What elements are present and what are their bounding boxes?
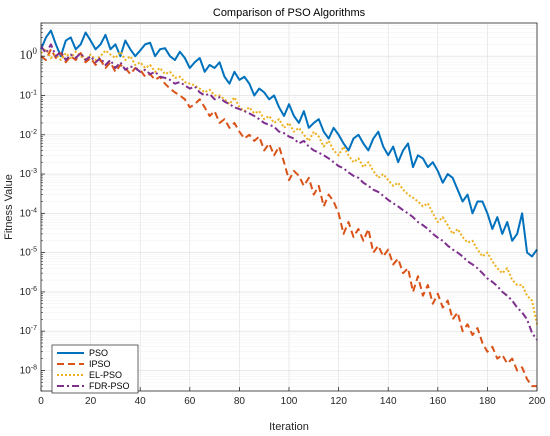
series-line-el-pso — [40, 48, 538, 325]
x-tick-label: 0 — [38, 396, 44, 407]
chart-title: Comparison of PSO Algorithms — [213, 7, 366, 19]
series-line-fdr-pso — [40, 43, 538, 341]
y-axis-ticks: 100 10-1 10-2 10-3 10-4 10-5 10-6 10-7 10-8 — [20, 22, 45, 392]
legend-label: IPSO — [89, 359, 111, 369]
y-tick-label: 100 — [20, 46, 38, 62]
legend-label: FDR-PSO — [89, 381, 130, 391]
y-tick-label: 10-2 — [20, 129, 37, 141]
y-tick-label: 10-6 — [20, 286, 37, 298]
x-axis-ticks: 0 20 40 60 80 100 120 140 160 180 200 — [38, 387, 546, 407]
series-line-ipso — [40, 48, 537, 388]
grid-lines — [40, 22, 538, 392]
series-lines — [40, 29, 538, 388]
y-tick-label: 10-3 — [20, 168, 37, 180]
x-tick-label: 160 — [429, 396, 446, 407]
y-axis-label: Fitness Value — [3, 174, 15, 240]
legend-label: EL-PSO — [89, 370, 122, 380]
y-tick-label: 10-4 — [20, 207, 37, 219]
series-line-pso — [40, 29, 538, 258]
x-tick-label: 200 — [529, 396, 546, 407]
y-tick-label: 10-5 — [20, 247, 37, 259]
x-tick-label: 80 — [234, 396, 246, 407]
x-tick-label: 40 — [135, 396, 147, 407]
x-tick-label: 140 — [380, 396, 397, 407]
x-tick-label: 60 — [184, 396, 196, 407]
x-axis-label: Iteration — [269, 421, 309, 433]
x-tick-label: 100 — [281, 396, 298, 407]
y-tick-label: 10-1 — [20, 89, 37, 101]
legend-label: PSO — [89, 348, 108, 358]
x-tick-label: 20 — [85, 396, 97, 407]
x-tick-label: 120 — [330, 396, 347, 407]
y-tick-label: 10-8 — [20, 364, 37, 376]
x-tick-label: 180 — [479, 396, 496, 407]
y-tick-label: 10-7 — [20, 325, 37, 337]
